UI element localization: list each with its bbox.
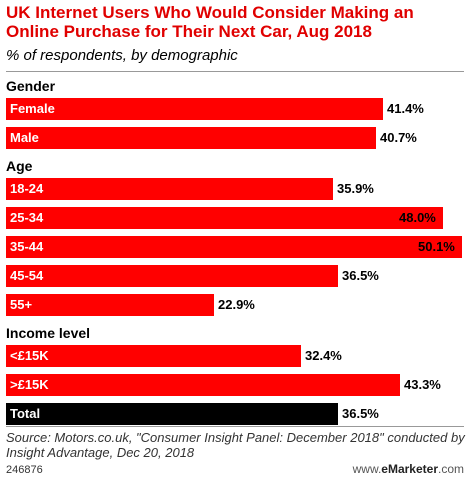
bar-label: 45-54 (10, 268, 44, 283)
bar-label: 25-34 (10, 210, 44, 225)
bar: >£15K (6, 374, 400, 396)
bar: 35-44 (6, 236, 462, 258)
bar-value-label: 43.3% (404, 377, 441, 392)
bar-label: 35-44 (10, 239, 44, 254)
bar: Female (6, 98, 383, 120)
bar-value-label: 50.1% (418, 239, 455, 254)
source-note: Source: Motors.co.uk, "Consumer Insight … (6, 430, 465, 460)
bar-value-label: 22.9% (218, 297, 255, 312)
total-bar: Total (6, 403, 338, 425)
chart-title: UK Internet Users Who Would Consider Mak… (6, 3, 414, 41)
chart-id: 246876 (6, 464, 43, 476)
group-heading: Income level (6, 325, 91, 341)
bar-label: >£15K (10, 377, 49, 392)
bottom-divider (6, 426, 464, 427)
bar-value-label: 48.0% (399, 210, 436, 225)
chart-subtitle: % of respondents, by demographic (6, 47, 238, 64)
bar-value-label: 40.7% (380, 130, 417, 145)
bar: 45-54 (6, 265, 338, 287)
bar-label: Total (10, 406, 41, 421)
bar-value-label: 35.9% (337, 181, 374, 196)
bar-value-label: 36.5% (342, 406, 379, 421)
bar-value-label: 41.4% (387, 101, 424, 116)
bar: Male (6, 127, 376, 149)
bar-label: <£15K (10, 348, 49, 363)
group-heading: Gender (6, 78, 56, 94)
bar-label: 18-24 (10, 181, 44, 196)
bar: <£15K (6, 345, 301, 367)
bar-value-label: 32.4% (305, 348, 342, 363)
bar-label: Male (10, 130, 39, 145)
bar: 18-24 (6, 178, 333, 200)
bar: 25-34 (6, 207, 443, 229)
group-heading: Age (6, 158, 33, 174)
bar-label: 55+ (10, 297, 33, 312)
brand-logo: www.eMarketer.com (352, 462, 464, 476)
bar-value-label: 36.5% (342, 268, 379, 283)
top-divider (6, 71, 464, 72)
bar-label: Female (10, 101, 55, 116)
bar: 55+ (6, 294, 214, 316)
